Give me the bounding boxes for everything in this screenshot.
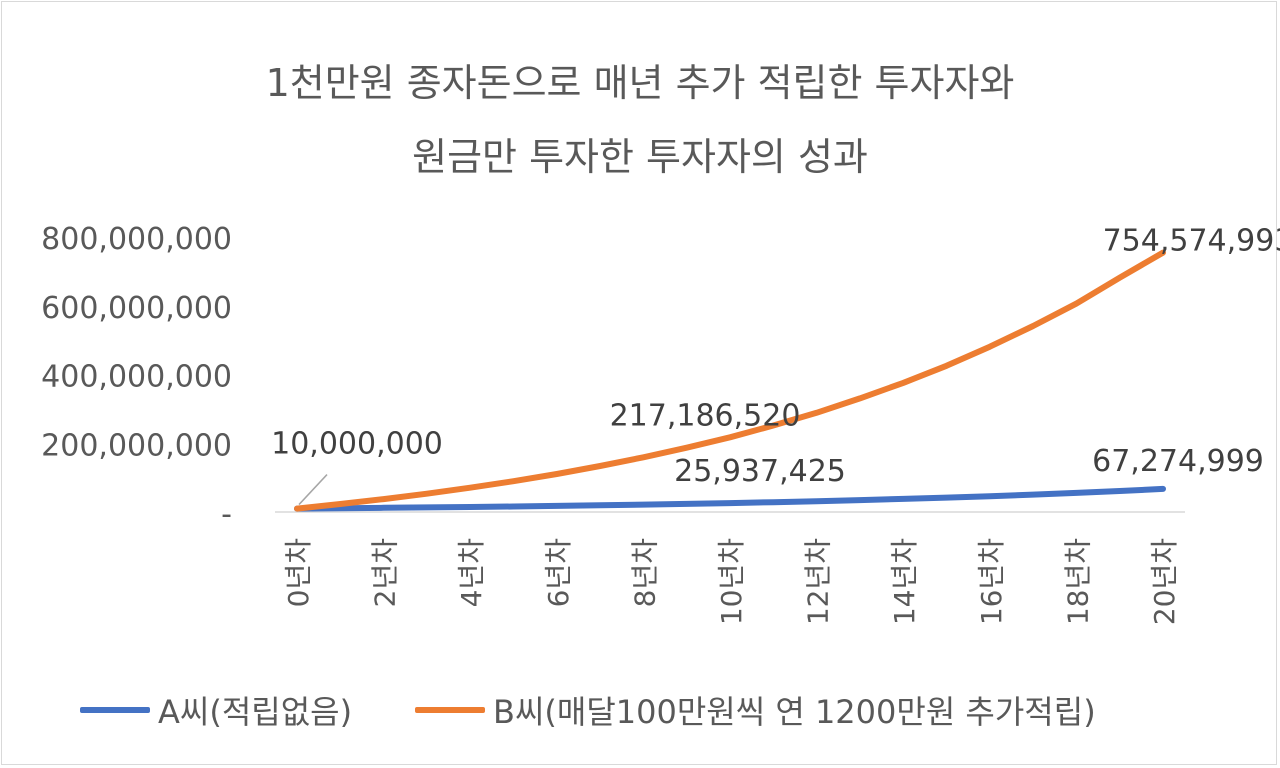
legend-swatch-a — [80, 707, 150, 713]
legend-label-b: B씨(매달100만원씩 연 1200만원 추가적립) — [493, 693, 1096, 731]
x-tick-label: 6년차 — [542, 538, 575, 607]
x-tick-label: 14년차 — [888, 538, 921, 625]
legend-swatch-b — [415, 707, 485, 713]
x-tick-label: 0년차 — [282, 538, 315, 607]
chart-title-line-2: 원금만 투자한 투자자의 성과 — [412, 135, 868, 179]
x-tick-label: 20년차 — [1148, 538, 1181, 625]
x-tick-label: 18년차 — [1061, 538, 1094, 625]
x-tick-label: 4년차 — [455, 538, 488, 607]
x-tick-label: 16년차 — [975, 538, 1008, 625]
legend-label-a: A씨(적립없음) — [158, 693, 353, 731]
series-line-b — [294, 249, 1166, 512]
y-tick-label: 600,000,000 — [41, 291, 232, 326]
y-tick-label: 400,000,000 — [41, 360, 232, 395]
legend-item-b: B씨(매달100만원씩 연 1200만원 추가적립) — [415, 690, 1096, 731]
x-tick-label: 10년차 — [715, 538, 748, 625]
x-tick-label: 8년차 — [628, 538, 661, 607]
chart-title-line-1: 1천만원 종자돈으로 매년 추가 적립한 투자자와 — [265, 61, 1015, 105]
x-tick-label: 12년차 — [802, 538, 835, 625]
x-tick-label: 2년차 — [369, 538, 402, 607]
legend-item-a: A씨(적립없음) — [80, 690, 353, 731]
y-tick-label: 800,000,000 — [41, 222, 232, 257]
data-label: 754,574,993 — [1103, 224, 1280, 259]
y-tick-label: 200,000,000 — [41, 428, 232, 463]
data-label: 217,186,520 — [610, 398, 801, 433]
data-label: 67,274,999 — [1092, 444, 1264, 479]
series-line-a — [294, 485, 1166, 512]
data-label: 10,000,000 — [271, 427, 443, 462]
y-tick-label: - — [221, 497, 232, 532]
data-label: 25,937,425 — [674, 454, 846, 489]
data-label-leader — [298, 474, 328, 506]
